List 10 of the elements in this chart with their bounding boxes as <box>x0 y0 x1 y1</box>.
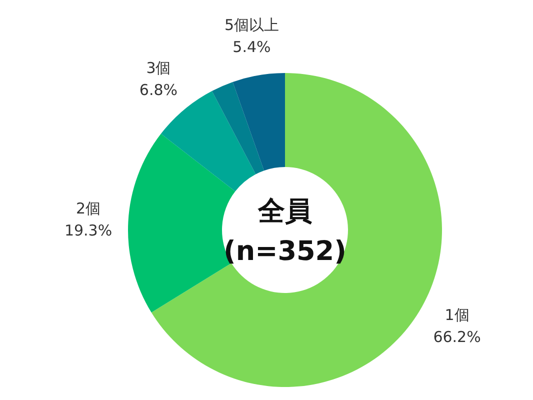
data-label: 5.4% <box>232 38 271 56</box>
text: 全員 <box>257 196 312 227</box>
slice-label: 3個 <box>146 59 171 77</box>
slice-label: 5個以上 <box>224 16 280 34</box>
data-label: 66.2% <box>433 328 481 346</box>
data-label: 19.3% <box>64 221 112 240</box>
text: (n=352) <box>224 236 346 267</box>
data-label: 6.8% <box>139 81 178 99</box>
slice-label: 2個 <box>76 199 101 218</box>
slice-label: 1個 <box>444 306 470 324</box>
